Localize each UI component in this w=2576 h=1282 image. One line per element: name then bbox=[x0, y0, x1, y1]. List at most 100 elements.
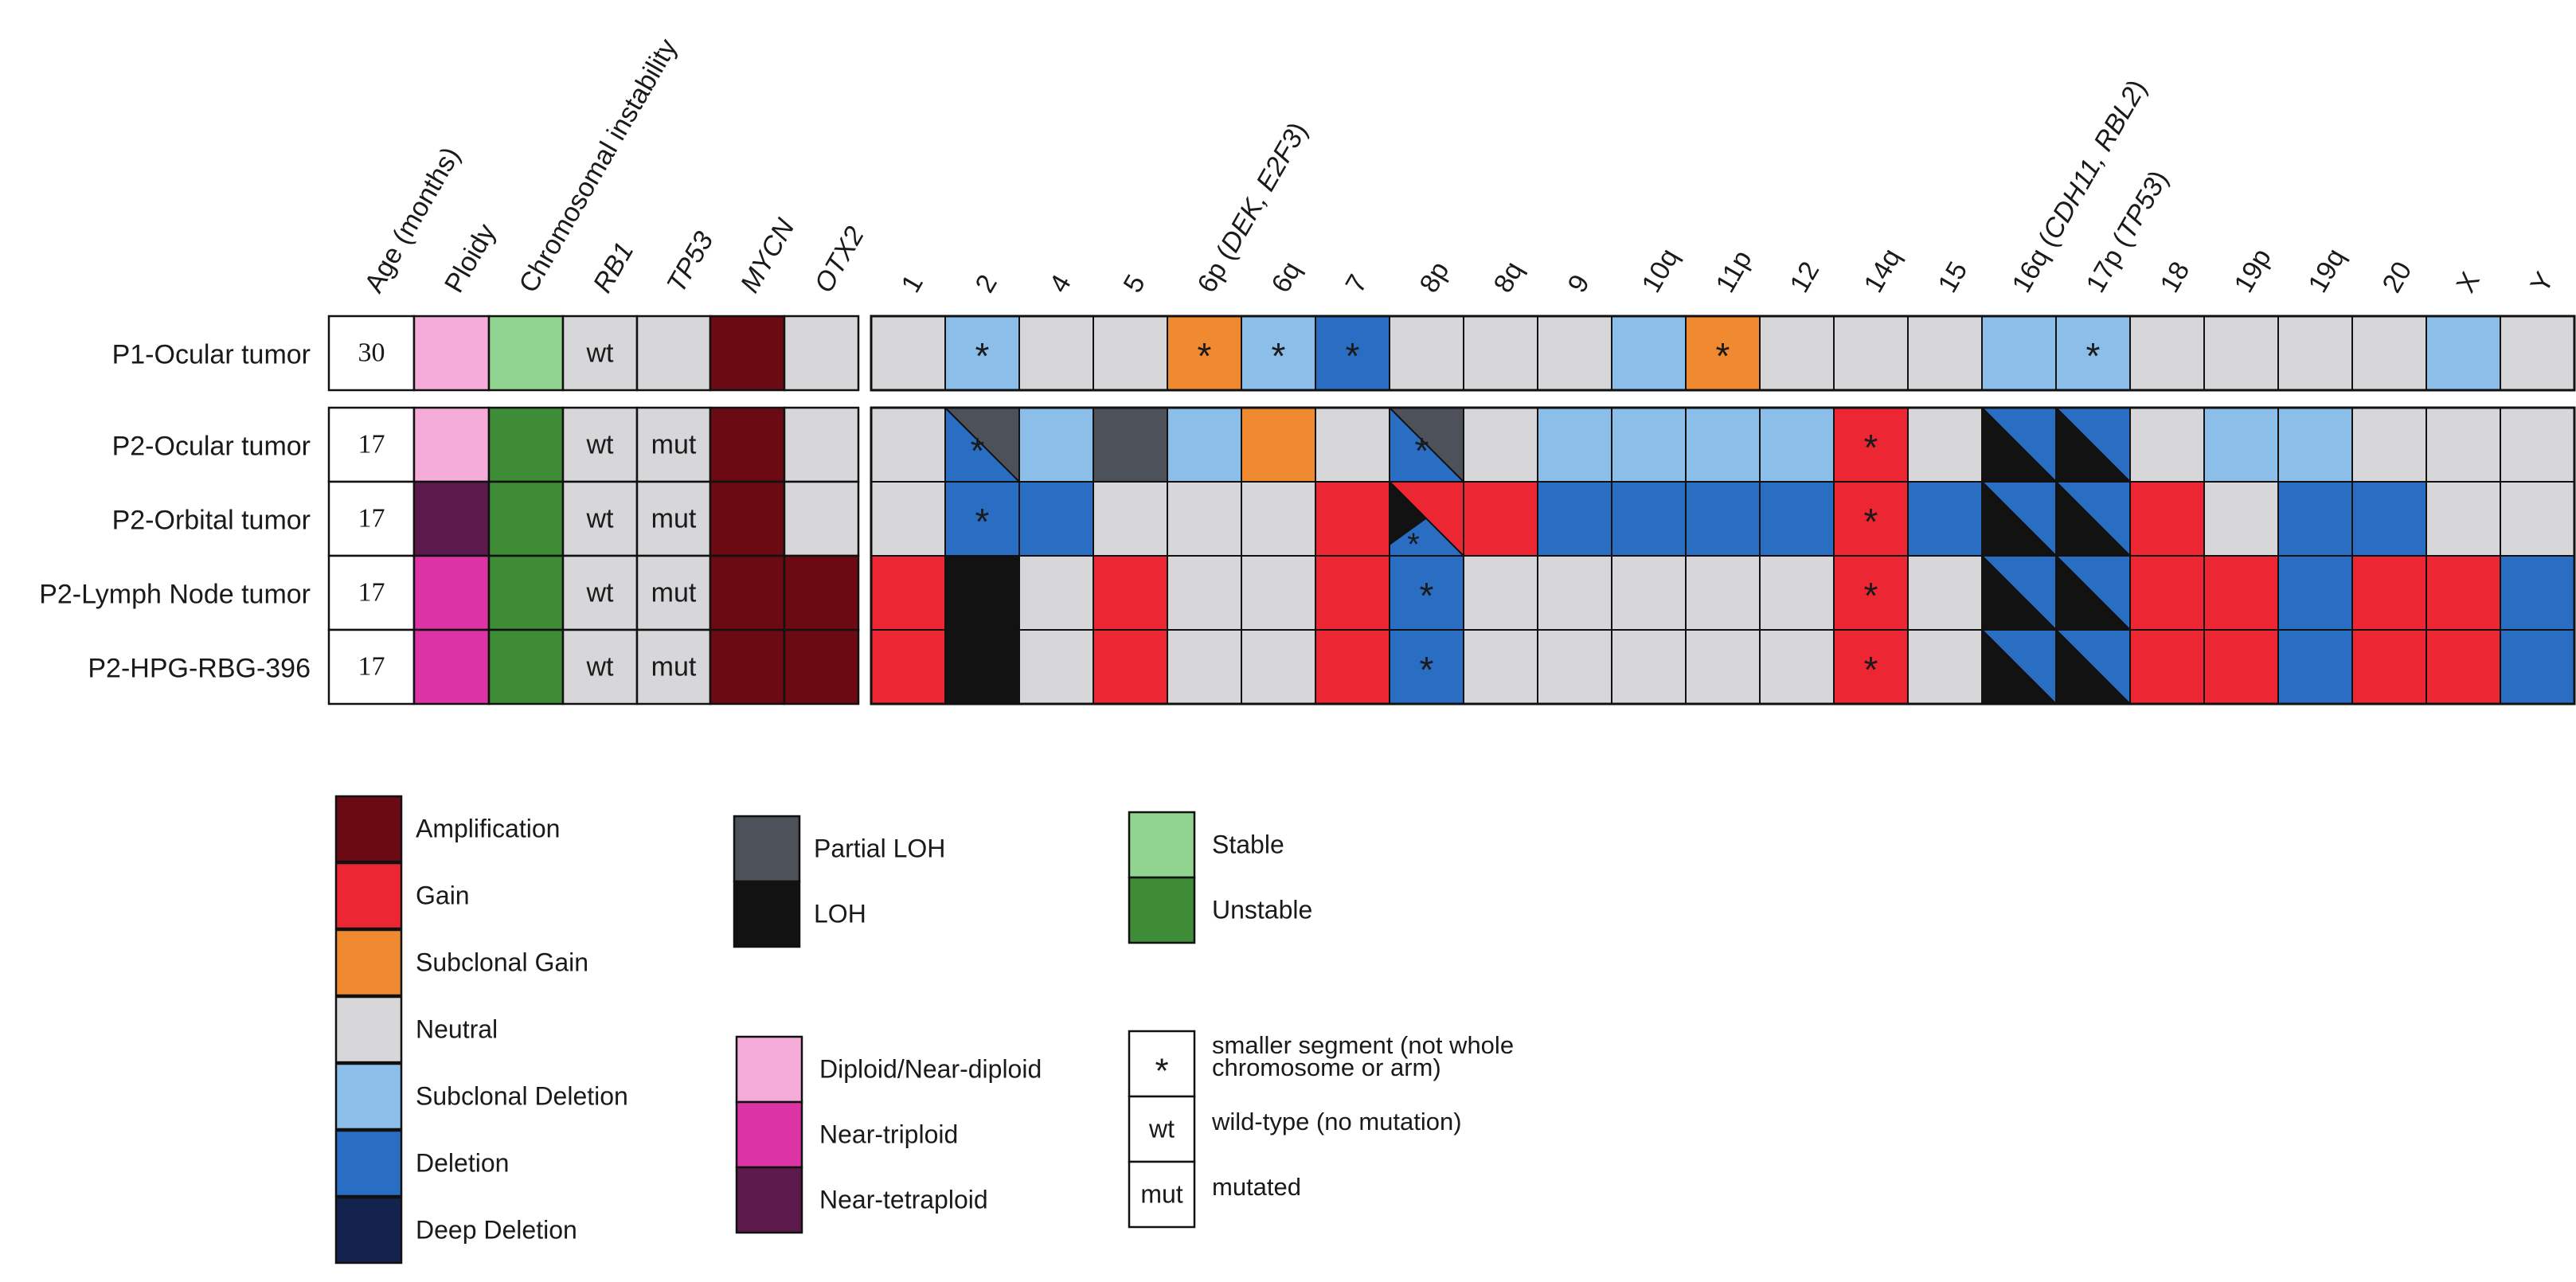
cnv-cell-r2-c0 bbox=[871, 482, 945, 556]
cnv-cell-r3-c17 bbox=[2130, 556, 2204, 630]
left-cell-r1-c3 bbox=[561, 406, 639, 483]
cnv-cell-r4-c17 bbox=[2130, 630, 2204, 704]
left-cell-r3-c2 bbox=[487, 554, 565, 631]
cnv-cell-r1-c14 bbox=[1908, 408, 1982, 482]
legend-instability-swatch-1 bbox=[1128, 876, 1196, 944]
legend-symbol-2: mut bbox=[1140, 1179, 1182, 1208]
cnv-cell-r1-c0 bbox=[871, 408, 945, 482]
cnv-cell-r0-c4 bbox=[1167, 316, 1241, 390]
cnv-cell-r1-c2 bbox=[1019, 408, 1093, 482]
chromosome-header-15: 16q (CDH11, RBL2) bbox=[2007, 75, 2153, 298]
cnv-cell-r0-c8 bbox=[1464, 316, 1538, 390]
cnv-cell-r4-c4 bbox=[1167, 630, 1241, 704]
mutation-status-r3-c4: mut bbox=[651, 577, 697, 608]
cnv-cell-r0-c16-asterisk: * bbox=[2086, 335, 2101, 377]
cnv-cell-r0-c22 bbox=[2500, 316, 2574, 390]
chromosome-header-8: 8q bbox=[1488, 256, 1530, 298]
left-column-header-1: Ploidy bbox=[439, 219, 502, 298]
left-cell-r1-c0 bbox=[327, 406, 416, 483]
left-cell-r3-c5 bbox=[709, 554, 786, 631]
mutation-status-r4-c3: wt bbox=[586, 651, 615, 682]
cnv-cell-r0-c1 bbox=[945, 316, 1019, 390]
cnv-cell-r1-c4 bbox=[1167, 408, 1241, 482]
cnv-cell-r4-c3 bbox=[1093, 630, 1167, 704]
left-column-header-5: MYCN bbox=[735, 213, 801, 298]
cnv-cell-r2-c19 bbox=[2278, 482, 2352, 556]
sample-label-3: P2-Lymph Node tumor bbox=[39, 579, 311, 609]
sample-label-0: P1-Ocular tumor bbox=[112, 339, 311, 369]
cnv-cell-r2-c22 bbox=[2500, 482, 2574, 556]
cnv-cell-r0-c14 bbox=[1908, 316, 1982, 390]
left-cell-r4-c1 bbox=[412, 628, 491, 705]
chromosome-header-13: 14q bbox=[1859, 244, 1907, 298]
chromosome-header-1: 2 bbox=[970, 270, 1003, 298]
age-value-0: 30 bbox=[358, 338, 385, 367]
legend-loh-swatch-1 bbox=[733, 880, 801, 948]
cnv-cell-r4-c20 bbox=[2352, 630, 2426, 704]
left-column-header-6: OTX2 bbox=[809, 221, 870, 298]
cnv-cell-r0-c11-asterisk: * bbox=[1716, 335, 1730, 377]
sample-label-4: P2-HPG-RBG-396 bbox=[88, 653, 311, 683]
chromosome-header-3: 5 bbox=[1118, 270, 1151, 298]
cnv-cell-r1-c3 bbox=[1093, 408, 1167, 482]
left-cell-r1-c5 bbox=[709, 406, 786, 483]
cnv-cell-r1-c21 bbox=[2426, 408, 2500, 482]
cnv-cell-r0-c21 bbox=[2426, 316, 2500, 390]
cnv-cell-r0-c11 bbox=[1686, 316, 1760, 390]
legend-symbol-label-1-0: wild-type (no mutation) bbox=[1211, 1108, 1462, 1135]
cnv-cell-r4-c21 bbox=[2426, 630, 2500, 704]
column-headers: Age (months)Ploidy Chromosomal instabilit… bbox=[359, 33, 2560, 298]
cnv-cell-r3-c20 bbox=[2352, 556, 2426, 630]
cnv-cell-r1-c6 bbox=[1315, 408, 1390, 482]
cnv-cell-r4-c8 bbox=[1464, 630, 1538, 704]
legend-copy-number-label-0: Amplification bbox=[416, 814, 560, 842]
cnv-cell-r4-c6 bbox=[1315, 630, 1390, 704]
cnv-cell-r2-c3 bbox=[1093, 482, 1167, 556]
left-cell-r2-c5 bbox=[709, 480, 786, 557]
cnv-cell-r2-c7-loh-part bbox=[1390, 482, 1427, 545]
cnv-cell-r3-c22 bbox=[2500, 556, 2574, 630]
cnv-cell-r1-c5 bbox=[1241, 408, 1315, 482]
left-column-header-2: Chromosomal instability bbox=[514, 33, 683, 298]
cnv-cell-r4-c18 bbox=[2204, 630, 2278, 704]
legend-copy-number-label-4: Subclonal Deletion bbox=[416, 1081, 628, 1110]
left-cell-r2-c1 bbox=[412, 480, 491, 557]
cnv-cell-r2-c12 bbox=[1760, 482, 1834, 556]
legend-ploidy-swatch-1 bbox=[735, 1100, 803, 1169]
cnv-cell-r0-c4-asterisk: * bbox=[1198, 335, 1212, 377]
left-cell-r2-c6 bbox=[783, 480, 860, 557]
cnv-cell-r3-c1 bbox=[945, 556, 1019, 630]
legend-symbol-box-1 bbox=[1128, 1095, 1196, 1163]
cnv-cell-r0-c6-asterisk: * bbox=[1346, 335, 1360, 377]
cnv-cell-r3-c7-asterisk: * bbox=[1420, 575, 1434, 616]
chromosome-header-17: 18 bbox=[2155, 256, 2196, 298]
cnv-cell-r4-c13 bbox=[1834, 630, 1908, 704]
cnv-cell-r2-c1 bbox=[945, 482, 1019, 556]
left-cell-r0-c4 bbox=[635, 315, 712, 392]
cnv-cell-r4-c7 bbox=[1390, 630, 1464, 704]
left-cell-r0-c5 bbox=[709, 315, 786, 392]
chromosome-header-14: 15 bbox=[1933, 256, 1974, 298]
legend-copy-number-label-2: Subclonal Gain bbox=[416, 948, 588, 976]
legend-loh-label-0: Partial LOH bbox=[814, 834, 945, 862]
mutation-status-r3-c3: wt bbox=[586, 577, 615, 608]
chromosome-header-0: 1 bbox=[896, 270, 929, 298]
cnv-cell-r4-c5 bbox=[1241, 630, 1315, 704]
cnv-cell-r0-c10 bbox=[1612, 316, 1686, 390]
cnv-cell-r1-c1-asterisk: * bbox=[971, 430, 985, 471]
cnv-cell-r0-c15 bbox=[1982, 316, 2056, 390]
left-cell-r4-c4 bbox=[635, 628, 712, 705]
cnv-cell-r2-c18 bbox=[2204, 482, 2278, 556]
cnv-cell-r3-c19 bbox=[2278, 556, 2352, 630]
cnv-cell-r3-c13 bbox=[1834, 556, 1908, 630]
chromosome-header-7: 8p bbox=[1414, 256, 1456, 298]
sample-label-2: P2-Orbital tumor bbox=[112, 505, 311, 535]
left-cell-r3-c1 bbox=[412, 554, 491, 631]
chromosome-header-18: 19p bbox=[2229, 244, 2277, 298]
legend-ploidy-swatch-0 bbox=[735, 1035, 803, 1104]
cnv-cell-r3-c2 bbox=[1019, 556, 1093, 630]
cnv-cell-r2-c1-asterisk: * bbox=[975, 501, 990, 542]
cnv-cell-r2-c5 bbox=[1241, 482, 1315, 556]
left-column-header-3: RB1 bbox=[588, 237, 640, 298]
